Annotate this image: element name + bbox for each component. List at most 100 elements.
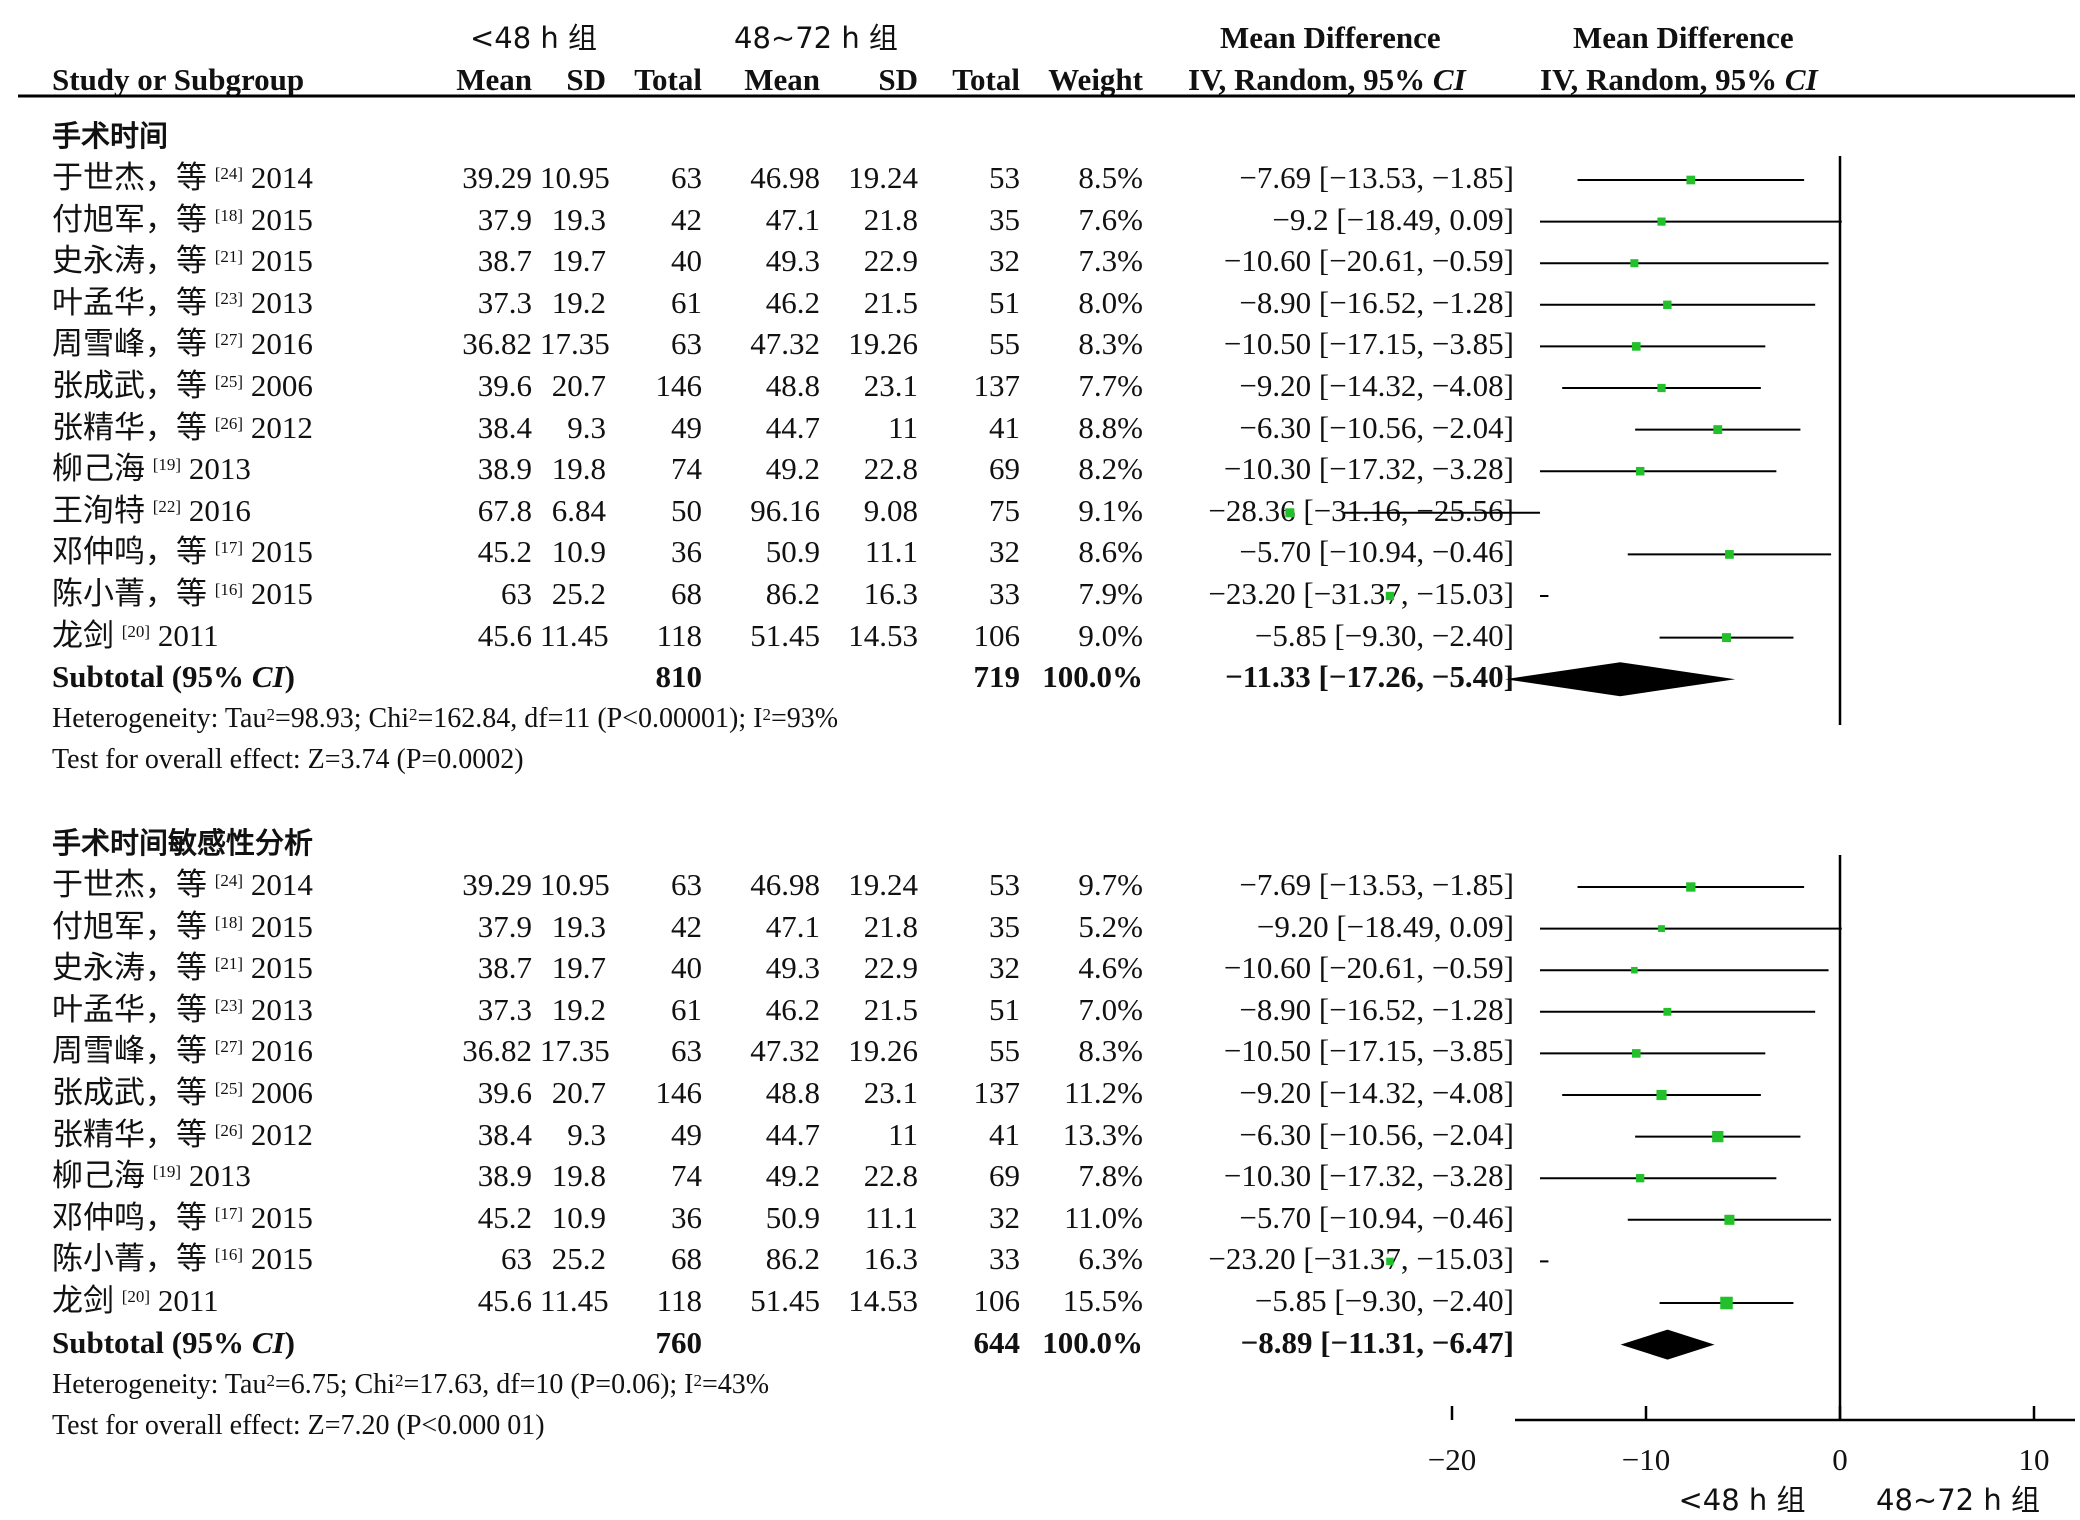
weight-cell: 13.3% (1062, 1116, 1143, 1152)
md-method-header: IV, Random, 95% CI (1188, 62, 1466, 98)
study-label: 叶孟华，等 [23] 2013 (52, 992, 313, 1028)
subtotal-label: Subtotal (95% CI) (52, 1324, 295, 1360)
study-label: 龙剑 [20] 2011 (52, 618, 219, 654)
mean2-cell: 47.32 (750, 1033, 820, 1069)
ci-cell: −5.70 [−10.94, −0.46] (1239, 1199, 1514, 1235)
sd2-cell: 11 (888, 1116, 918, 1152)
sd2-cell: 19.26 (848, 1033, 918, 1069)
effect-marker (1386, 1257, 1394, 1266)
study-label: 叶孟华，等 [23] 2013 (52, 285, 313, 321)
sd2-cell: 19.24 (848, 160, 918, 195)
mean2-cell: 51.45 (750, 1283, 820, 1318)
weight-cell: 8.3% (1078, 1033, 1143, 1069)
sd2-cell: 11 (888, 409, 918, 445)
total1-cell: 42 (671, 201, 702, 237)
weight-cell: 15.5% (1062, 1283, 1143, 1318)
subtotal-ci-word: CI (251, 659, 285, 695)
weight-cell: 9.7% (1078, 867, 1143, 902)
subtotal-total1: 760 (655, 1324, 703, 1360)
mean1-cell: 45.6 (477, 1283, 532, 1318)
ci-cell: −5.85 [−9.30, −2.40] (1254, 617, 1514, 653)
sd1-cell: 10.95 (540, 160, 610, 195)
study-year: 2015 (250, 950, 313, 986)
study-author: 于世杰，等 (52, 867, 207, 902)
study-label: 史永涛，等 [21] 2015 (52, 243, 313, 279)
subtotal-weight: 100.0% (1042, 1324, 1143, 1360)
total1-cell: 49 (671, 409, 702, 445)
study-year: 2015 (250, 576, 313, 611)
sd2-cell: 19.24 (848, 867, 918, 902)
mean1-cell: 63 (501, 576, 532, 611)
study-label: 邓仲鸣，等 [17] 2015 (52, 1200, 313, 1236)
mean1-cell: 36.82 (462, 326, 532, 362)
total2-cell: 106 (973, 1283, 1021, 1318)
study-author: 张成武，等 (52, 368, 207, 403)
effect-marker (1722, 633, 1731, 643)
sd2-cell: 16.3 (863, 576, 918, 611)
sd2-cell: 21.5 (863, 284, 918, 320)
total2-cell: 35 (989, 201, 1020, 237)
sd2-cell: 19.26 (848, 326, 918, 362)
mean1-cell: 38.7 (477, 950, 532, 986)
mean2-header: Mean (744, 62, 820, 97)
study-label: 柳己海 [19] 2013 (52, 451, 251, 487)
ci-cell: −10.50 [−17.15, −3.85] (1223, 1033, 1514, 1069)
study-label: 邓仲鸣，等 [17] 2015 (52, 534, 313, 570)
mean2-cell: 49.3 (765, 950, 820, 986)
total1-cell: 36 (671, 1199, 702, 1235)
study-year: 2012 (250, 1116, 313, 1152)
study-year: 2013 (250, 991, 313, 1027)
subtotal-diamond (1505, 662, 1736, 697)
study-author: 叶孟华，等 (52, 284, 207, 320)
md-method-ci: CI (1432, 62, 1466, 97)
study-author: 付旭军，等 (52, 908, 207, 944)
mean1-cell: 38.4 (477, 409, 532, 445)
subtotal-total2: 719 (973, 659, 1021, 695)
total1-cell: 40 (671, 243, 702, 279)
mean1-cell: 38.9 (477, 1158, 532, 1194)
total2-cell: 33 (989, 1241, 1020, 1277)
total1-cell: 40 (671, 950, 702, 986)
weight-cell: 6.3% (1078, 1241, 1143, 1277)
study-label: 张成武，等 [25] 2006 (52, 368, 313, 404)
weight-cell: 4.6% (1078, 950, 1143, 986)
sd1-cell: 11.45 (540, 1283, 609, 1318)
study-author: 付旭军，等 (52, 201, 207, 237)
weight-cell: 8.8% (1078, 409, 1143, 445)
ci-cell: −8.90 [−16.52, −1.28] (1239, 284, 1514, 320)
mean2-cell: 46.98 (750, 867, 820, 902)
heterogeneity-text: Heterogeneity: Tau2=6.75; Chi2=17.63, df… (52, 1367, 769, 1403)
subtotal-ci-word: CI (251, 1324, 285, 1360)
study-ref: [26] (214, 413, 244, 433)
weight-cell: 8.6% (1078, 534, 1143, 570)
mean1-header: Mean (456, 62, 532, 97)
subtotal-ci: −11.33 [−17.26, −5.40] (1225, 659, 1514, 695)
sd2-cell: 21.8 (863, 201, 918, 237)
total1-cell: 74 (671, 451, 702, 487)
mean2-cell: 46.2 (765, 284, 820, 320)
study-label: 王洵特 [22] 2016 (52, 493, 251, 529)
total1-cell: 74 (671, 1158, 702, 1194)
x-axis-right-label: 48~72 h 组 (1876, 1483, 2040, 1517)
study-author: 周雪峰，等 (52, 1033, 207, 1069)
study-label: 周雪峰，等 [27] 2016 (52, 1033, 313, 1069)
sd1-cell: 20.7 (551, 1075, 606, 1110)
effect-marker (1663, 300, 1672, 309)
x-tick-label: −10 (1622, 1442, 1670, 1477)
subtotal-label-text: Subtotal (95% (52, 659, 252, 695)
sd2-cell: 9.08 (863, 492, 918, 528)
ci-cell: −28.36 [−31.16, −25.56] (1208, 492, 1514, 528)
sd1-cell: 10.9 (551, 1199, 606, 1235)
effect-marker (1630, 259, 1639, 268)
total2-cell: 33 (989, 576, 1020, 611)
mean2-cell: 47.32 (750, 326, 820, 362)
sd2-cell: 14.53 (848, 617, 918, 653)
total2-cell: 69 (989, 1158, 1020, 1194)
study-author: 张成武，等 (52, 1075, 207, 1110)
ci-cell: −5.70 [−10.94, −0.46] (1239, 534, 1514, 570)
effect-marker (1686, 882, 1696, 892)
md-header-title-text: Mean Difference (1220, 20, 1441, 55)
group2-header: 48~72 h 组 (734, 21, 898, 55)
sd1-cell: 17.35 (540, 1033, 610, 1069)
